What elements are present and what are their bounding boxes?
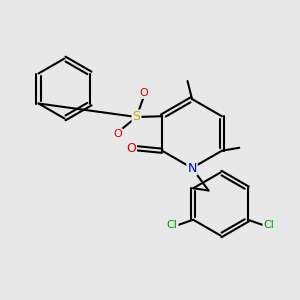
Text: Cl: Cl: [167, 220, 178, 230]
Text: S: S: [133, 110, 140, 124]
Text: O: O: [140, 88, 148, 98]
Text: O: O: [113, 129, 122, 139]
Text: Cl: Cl: [263, 220, 274, 230]
Text: O: O: [126, 142, 136, 155]
Text: N: N: [187, 161, 197, 175]
